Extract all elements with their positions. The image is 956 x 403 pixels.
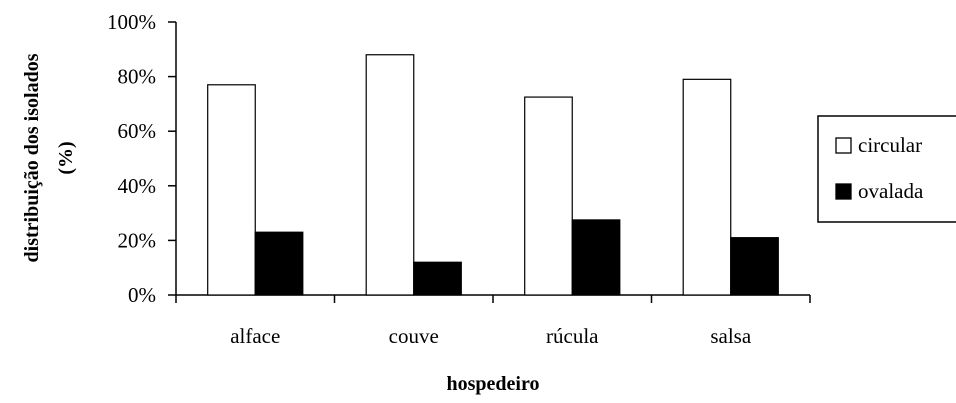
legend-frame xyxy=(817,115,956,223)
y-tick-label: 60% xyxy=(118,119,157,143)
legend-label-ovalada: ovalada xyxy=(858,179,924,203)
x-axis: alface couve rúcula salsa xyxy=(175,294,811,348)
legend-label-circular: circular xyxy=(858,133,922,157)
y-tick-label: 20% xyxy=(118,228,157,252)
bar-ovalada xyxy=(254,231,304,296)
y-tick-label: 80% xyxy=(118,65,157,89)
bar-circular xyxy=(365,54,415,296)
y-tick-label: 40% xyxy=(118,174,157,198)
x-axis-title: hospedeiro xyxy=(447,373,540,395)
legend: circular ovalada xyxy=(817,115,956,223)
bar-ovalada xyxy=(730,237,779,296)
x-tick-label: couve xyxy=(389,324,439,348)
bar-circular xyxy=(524,96,573,296)
bar-circular xyxy=(682,78,732,296)
bar-circular xyxy=(207,84,256,296)
bar-ovalada xyxy=(571,219,621,296)
legend-swatch-ovalada xyxy=(835,183,852,200)
y-tick-label: 0% xyxy=(128,283,156,307)
y-axis-title-group: distribuição dos isolados (%) xyxy=(21,53,77,262)
x-tick-label: salsa xyxy=(710,324,752,348)
x-tick-label: alface xyxy=(230,324,280,348)
y-tick-label: 100% xyxy=(107,10,156,34)
x-axis-title-group: hospedeiro xyxy=(447,373,540,395)
bars xyxy=(207,54,779,296)
bar-ovalada xyxy=(413,261,462,296)
x-tick-label: rúcula xyxy=(546,324,599,348)
y-axis-title-line-2: (%) xyxy=(55,141,77,174)
y-axis: 0% 20% 40% 60% 80% 100% xyxy=(107,10,177,307)
y-axis-title-line-1: distribuição dos isolados xyxy=(21,53,43,262)
legend-swatch-circular xyxy=(835,137,852,154)
